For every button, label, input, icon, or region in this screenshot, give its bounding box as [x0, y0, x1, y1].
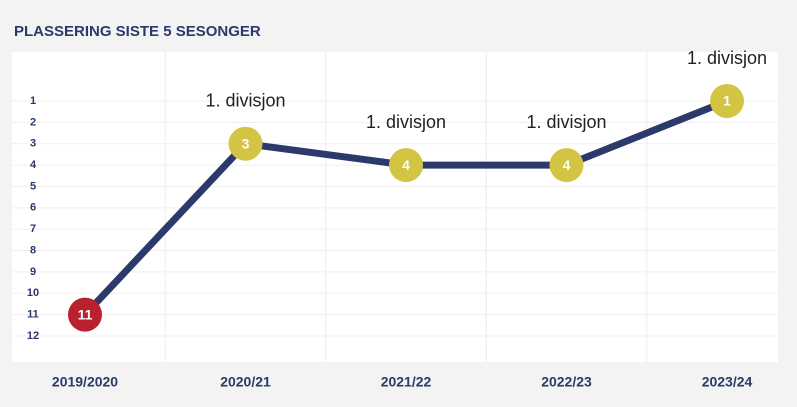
x-tick-label: 2023/24 [702, 374, 753, 390]
x-tick-label: 2020/21 [220, 374, 271, 390]
y-tick-label: 5 [30, 180, 36, 192]
y-tick-label: 8 [30, 244, 36, 256]
data-label: 3 [242, 135, 250, 151]
y-tick-label: 7 [30, 223, 36, 235]
y-tick-label: 1 [30, 95, 36, 107]
data-label: 4 [563, 157, 571, 173]
marker [389, 148, 423, 183]
marker [68, 297, 102, 332]
marker [549, 148, 584, 183]
marker [228, 126, 263, 161]
data-label: 1 [723, 93, 731, 109]
x-tick-label: 2022/23 [541, 374, 592, 390]
y-tick-label: 9 [30, 266, 36, 278]
x-tick-label: 2019/2020 [52, 374, 118, 390]
annotation: 1. divisjon [205, 90, 285, 110]
y-tick-label: 2 [30, 116, 36, 128]
data-label: 11 [78, 306, 93, 322]
plot-area [12, 52, 778, 362]
annotation: 1. divisjon [366, 112, 446, 132]
marker [710, 84, 744, 118]
y-tick-label: 4 [30, 159, 37, 171]
y-tick-label: 3 [30, 138, 36, 150]
y-tick-label: 11 [27, 309, 39, 321]
annotation: 1. divisjon [526, 112, 606, 132]
y-tick-label: 12 [27, 330, 39, 342]
y-tick-label: 6 [30, 202, 36, 214]
chart-title: PLASSERING SISTE 5 SESONGER [14, 23, 261, 40]
x-tick-label: 2021/22 [381, 374, 432, 390]
data-label: 4 [402, 157, 410, 173]
y-tick-label: 10 [27, 287, 39, 299]
annotation: 1. divisjon [687, 48, 767, 68]
